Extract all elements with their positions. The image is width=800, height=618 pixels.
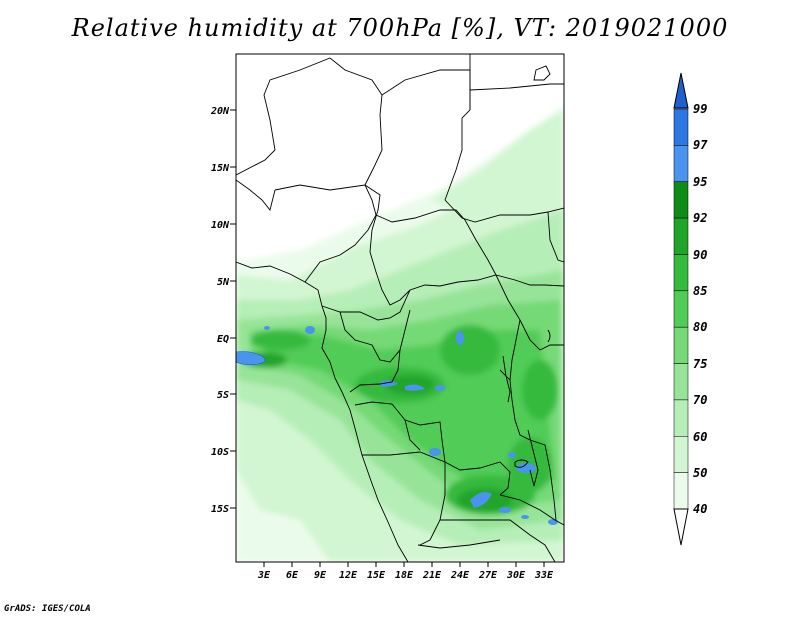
lat-tick-label: 15N	[211, 163, 230, 174]
lon-tick-label: 9E	[314, 570, 327, 581]
colorbar-segment	[673, 108, 689, 146]
lon-tick-label: 21E	[422, 570, 442, 581]
lat-tick-label: 10S	[211, 447, 229, 458]
colorbar-label: 50	[693, 466, 707, 480]
lat-tick-label: 20N	[210, 106, 230, 117]
lon-tick-label: 6E	[286, 570, 299, 581]
colorbar-segment	[673, 145, 689, 182]
colorbar-label: 75	[693, 357, 707, 371]
lat-tick-label: 10N	[211, 220, 230, 231]
colorbar-segment	[673, 181, 689, 219]
colorbar-segment	[673, 472, 689, 510]
colorbar-labels: 99 97 95 92 90 85 80 75 70 60 50 40	[693, 102, 708, 516]
colorbar-label: 97	[693, 138, 708, 152]
colorbar: 99 97 95 92 90 85 80 75 70 60 50 40	[673, 72, 708, 546]
colorbar-label: 40	[693, 502, 707, 516]
lon-tick-label: 27E	[478, 570, 498, 581]
lon-tick-label: 24E	[450, 570, 470, 581]
lon-tick-label: 30E	[506, 570, 526, 581]
lat-tick-label: EQ	[217, 334, 229, 345]
colorbar-label: 80	[693, 320, 707, 334]
colorbar-segment	[673, 290, 689, 328]
colorbar-segments	[673, 108, 689, 510]
lat-tick-label: 15S	[211, 504, 229, 515]
colorbar-segment	[673, 436, 689, 473]
lon-axis: 3E 6E 9E 12E 15E 18E 21E 24E 27E 30E 33E	[257, 562, 554, 581]
lat-tick-label: 5S	[217, 390, 229, 401]
lon-tick-label: 15E	[367, 570, 386, 581]
colorbar-segment	[673, 363, 689, 401]
lon-tick-label: 33E	[534, 570, 554, 581]
lat-tick-label: 5N	[217, 277, 230, 288]
colorbar-label: 99	[693, 102, 707, 116]
colorbar-segment	[673, 399, 689, 437]
colorbar-top-arrow	[673, 72, 689, 109]
colorbar-segment	[673, 217, 689, 255]
grads-credit: GrADS: IGES/COLA	[4, 604, 91, 614]
colorbar-label: 95	[693, 175, 707, 189]
country-borders	[236, 54, 564, 562]
humidity-field	[236, 54, 564, 562]
saturated-patches	[236, 326, 558, 525]
map-title: Relative humidity at 700hPa [%], VT: 201…	[71, 14, 729, 42]
colorbar-bottom-arrow	[673, 508, 689, 546]
colorbar-label: 85	[693, 284, 707, 298]
lon-tick-label: 3E	[257, 570, 271, 581]
colorbar-label: 92	[693, 211, 707, 225]
lon-tick-label: 18E	[395, 570, 414, 581]
map-frame	[235, 53, 565, 563]
lon-tick-label: 12E	[339, 570, 358, 581]
colorbar-label: 90	[693, 248, 707, 262]
lat-axis: 20N 15N 10N 5N EQ 5S 10S 15S	[210, 106, 236, 515]
colorbar-segment	[673, 326, 689, 364]
colorbar-segment	[673, 254, 689, 292]
colorbar-label: 70	[693, 393, 707, 407]
colorbar-label: 60	[693, 430, 707, 444]
map-panel	[235, 53, 565, 563]
